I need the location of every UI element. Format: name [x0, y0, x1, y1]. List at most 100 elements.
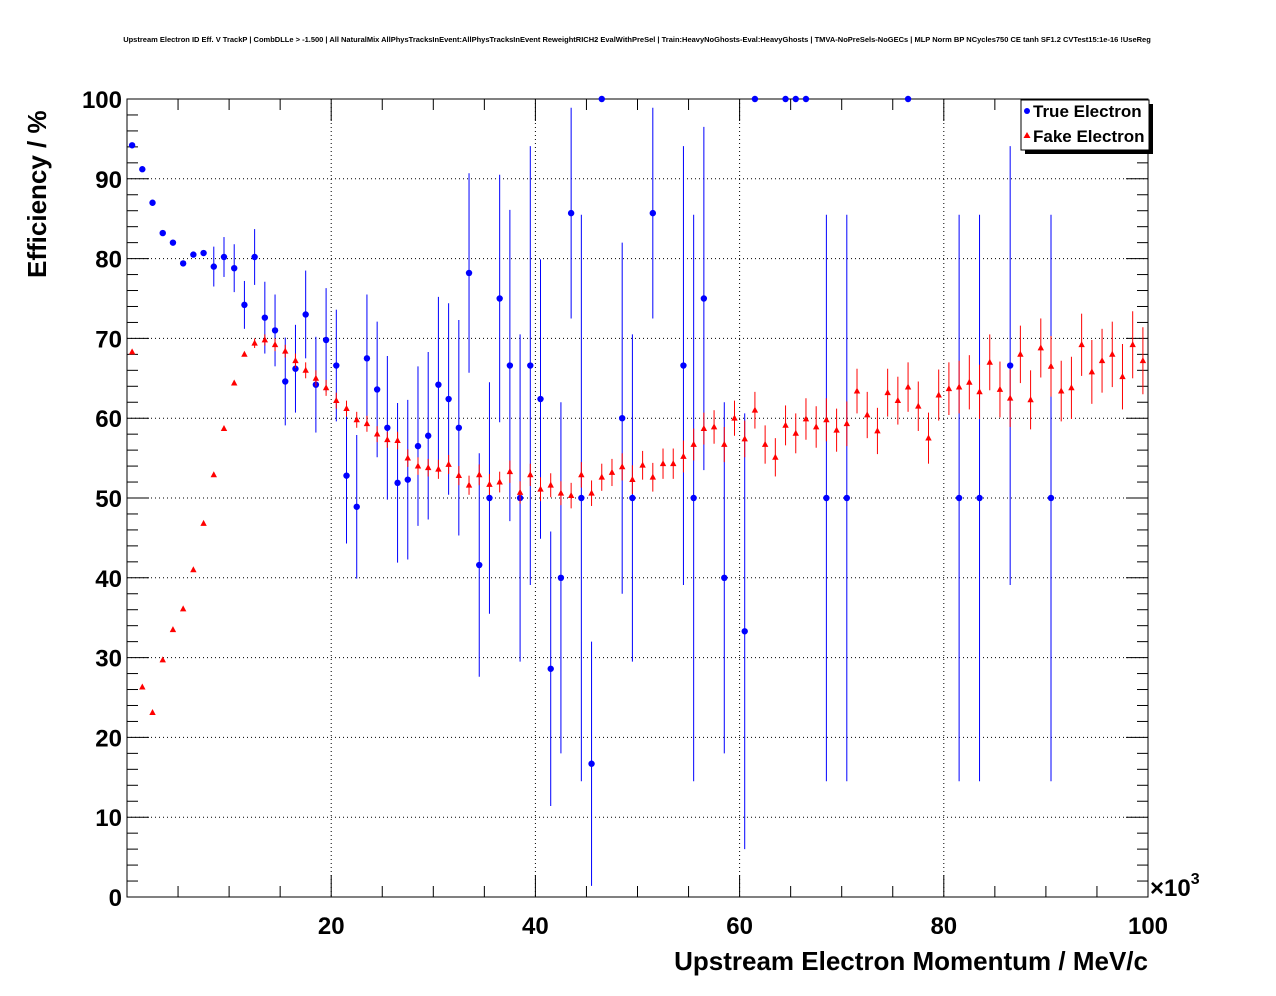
data-point-true-electron: [282, 378, 289, 385]
data-point-true-electron: [782, 95, 789, 103]
x-tick-label: 60: [726, 913, 753, 940]
data-point-fake-electron: [945, 385, 953, 392]
data-point-fake-electron: [792, 429, 799, 436]
data-point-fake-electron: [618, 463, 626, 470]
data-point-true-electron: [578, 494, 585, 502]
data-point-fake-electron: [169, 626, 177, 633]
data-point-fake-electron: [1037, 344, 1044, 351]
data-point-fake-electron: [1078, 341, 1085, 348]
data-point-fake-electron: [516, 488, 524, 495]
data-point-fake-electron: [639, 461, 646, 468]
data-point-fake-electron: [271, 341, 279, 348]
data-point-fake-electron: [966, 378, 973, 385]
data-point-true-electron: [823, 494, 830, 502]
data-point-true-electron: [598, 95, 605, 103]
data-point-true-electron: [557, 574, 565, 581]
data-point-true-electron: [649, 209, 657, 217]
data-point-true-electron: [333, 362, 340, 369]
data-point-fake-electron: [915, 402, 922, 409]
data-point-fake-electron: [761, 440, 769, 447]
data-point-fake-electron: [1129, 341, 1136, 348]
data-point-fake-electron: [384, 436, 391, 443]
data-point-true-electron: [251, 253, 258, 261]
data-point-true-electron: [414, 442, 422, 450]
data-point-fake-electron: [486, 480, 493, 487]
data-point-true-electron: [271, 327, 279, 334]
legend: True Electron Fake Electron: [1020, 99, 1153, 154]
data-point-fake-electron: [710, 423, 718, 430]
data-point-fake-electron: [353, 416, 360, 423]
data-point-fake-electron: [445, 460, 452, 467]
data-point-fake-electron: [996, 385, 1004, 392]
data-point-fake-electron: [373, 430, 381, 437]
data-point-true-electron: [394, 479, 401, 487]
data-point-true-electron: [618, 415, 626, 422]
x-tick-label: 100: [1128, 913, 1168, 940]
data-point-fake-electron: [159, 656, 166, 663]
data-point-fake-electron: [741, 435, 748, 442]
data-point-fake-electron: [537, 485, 544, 492]
data-point-true-electron: [373, 386, 381, 393]
y-tick-label: 100: [82, 87, 122, 114]
data-point-fake-electron: [874, 427, 881, 434]
data-point-true-electron: [149, 199, 156, 206]
data-point-true-electron: [261, 314, 269, 321]
data-point-true-electron: [292, 365, 299, 372]
data-point-fake-electron: [976, 388, 983, 395]
data-point-true-electron: [537, 395, 544, 403]
data-point-true-electron: [404, 476, 411, 483]
y-tick-label: 0: [109, 885, 122, 912]
data-point-true-electron: [904, 95, 912, 103]
data-point-fake-electron: [282, 347, 289, 354]
data-point-true-electron: [169, 239, 177, 246]
data-point-true-electron: [1006, 362, 1014, 369]
legend-box: [1020, 99, 1150, 151]
data-point-fake-electron: [333, 397, 340, 404]
data-point-fake-electron: [598, 473, 605, 480]
data-point-true-electron: [231, 264, 238, 272]
data-point-fake-electron: [649, 473, 657, 480]
data-point-fake-electron: [772, 453, 779, 460]
data-point-fake-electron: [904, 383, 912, 390]
data-point-true-electron: [527, 362, 534, 369]
data-point-fake-electron: [424, 464, 432, 471]
data-point-true-electron: [476, 561, 483, 569]
data-point-true-electron: [363, 355, 371, 362]
data-point-fake-electron: [241, 350, 248, 357]
data-point-true-electron: [322, 336, 330, 344]
data-point-fake-electron: [190, 566, 197, 573]
data-point-fake-electron: [1139, 357, 1147, 364]
data-point-fake-electron: [292, 357, 299, 364]
data-point-fake-electron: [496, 478, 503, 485]
series-fake-electron: [128, 311, 1147, 716]
axis-ticks: [127, 99, 1148, 897]
data-point-fake-electron: [670, 460, 677, 467]
data-point-fake-electron: [588, 489, 595, 496]
data-point-true-electron: [721, 574, 728, 581]
data-point-true-electron: [567, 209, 575, 217]
legend-marker-true: [1024, 108, 1030, 114]
data-point-fake-electron: [1088, 368, 1096, 375]
y-tick-label: 60: [95, 406, 122, 433]
data-point-fake-electron: [1068, 384, 1075, 391]
data-point-true-electron: [220, 253, 228, 261]
y-tick-label: 30: [95, 646, 122, 673]
data-point-fake-electron: [322, 384, 330, 391]
data-point-fake-electron: [557, 489, 565, 496]
x-tick-label: 20: [318, 913, 345, 940]
data-point-fake-electron: [476, 471, 483, 478]
y-tick-label: 20: [95, 725, 122, 752]
y-tick-label: 10: [95, 805, 122, 832]
data-point-fake-electron: [302, 366, 309, 373]
data-point-fake-electron: [578, 471, 585, 478]
data-point-fake-electron: [139, 683, 146, 690]
x-exponent-power: 3: [1191, 871, 1200, 888]
data-point-fake-electron: [220, 424, 228, 431]
data-point-true-electron: [139, 166, 146, 173]
y-tick-label: 50: [95, 486, 122, 513]
x-tick-label: 80: [930, 913, 957, 940]
data-point-fake-electron: [414, 462, 422, 469]
data-point-fake-electron: [955, 383, 963, 390]
y-tick-label: 80: [95, 247, 122, 274]
data-point-true-electron: [455, 424, 463, 431]
